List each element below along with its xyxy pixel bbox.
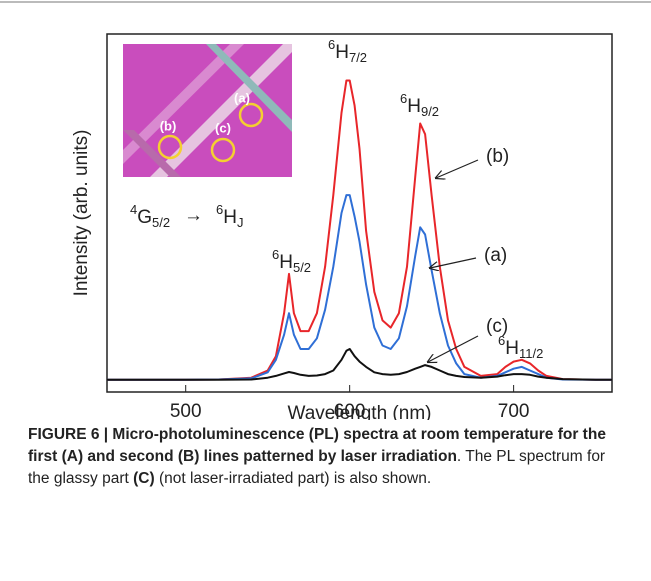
caption-run: FIGURE 6 | Micro-photoluminescence (PL) … — [28, 426, 606, 465]
inset-label: (a) — [234, 90, 250, 105]
base: H — [407, 96, 421, 117]
arrow — [430, 257, 477, 268]
series-label: (b) — [486, 146, 509, 167]
plot-frame — [106, 33, 613, 393]
inset-photo — [123, 44, 292, 177]
caption: FIGURE 6 | Micro-photoluminescence (PL) … — [28, 424, 628, 490]
base: H — [335, 42, 349, 63]
series-label: (c) — [486, 316, 508, 337]
series-group — [107, 79, 612, 381]
term-label: 6H9/2 — [400, 91, 439, 119]
term-label: 6HJ — [216, 202, 243, 230]
inset-label: (b) — [160, 118, 177, 133]
term-label: 4G5/2 — [130, 202, 170, 230]
sub: 11/2 — [519, 346, 543, 361]
x-axis-label: Wavelength (nm) — [288, 403, 432, 420]
term-label: 6H7/2 — [328, 37, 367, 65]
arrow — [436, 159, 479, 178]
spectrum-line — [107, 348, 612, 381]
y-axis-label: Intensity (arb. units) — [71, 130, 92, 297]
sub: 9/2 — [421, 104, 439, 119]
sup: 6 — [216, 202, 223, 217]
x-tick-label: 700 — [498, 401, 530, 420]
sub: J — [237, 215, 244, 230]
term-label: 6H11/2 — [498, 333, 543, 361]
base: H — [223, 207, 237, 228]
sub: 5/2 — [152, 215, 170, 230]
sup: 6 — [400, 91, 407, 106]
sup: 6 — [272, 247, 279, 262]
base: H — [505, 338, 519, 359]
term-label: 6H5/2 — [272, 247, 311, 275]
transition-arrow: → — [184, 205, 203, 226]
inset-label: (c) — [215, 120, 231, 135]
sup: 6 — [328, 37, 335, 52]
base: H — [279, 252, 293, 273]
spectrum-line — [107, 194, 612, 381]
series-label: (a) — [484, 245, 507, 266]
sub: 7/2 — [349, 50, 367, 65]
caption-run: . The PL spectrum for the glassy part — [28, 448, 606, 487]
x-tick-label: 500 — [170, 401, 202, 420]
spectrum-line — [107, 79, 612, 381]
sup: 6 — [498, 333, 505, 348]
x-tick-label: 600 — [334, 401, 366, 420]
sup: 4 — [130, 202, 137, 217]
sub: 5/2 — [293, 260, 311, 275]
figure: Wavelength (nm) Wavelength (nm)Intensity… — [0, 1, 651, 420]
caption-run: (C) — [133, 470, 155, 487]
caption-run: (not laser-irradiated part) is also show… — [154, 470, 432, 487]
base: G — [137, 207, 152, 228]
arrow — [428, 335, 479, 362]
